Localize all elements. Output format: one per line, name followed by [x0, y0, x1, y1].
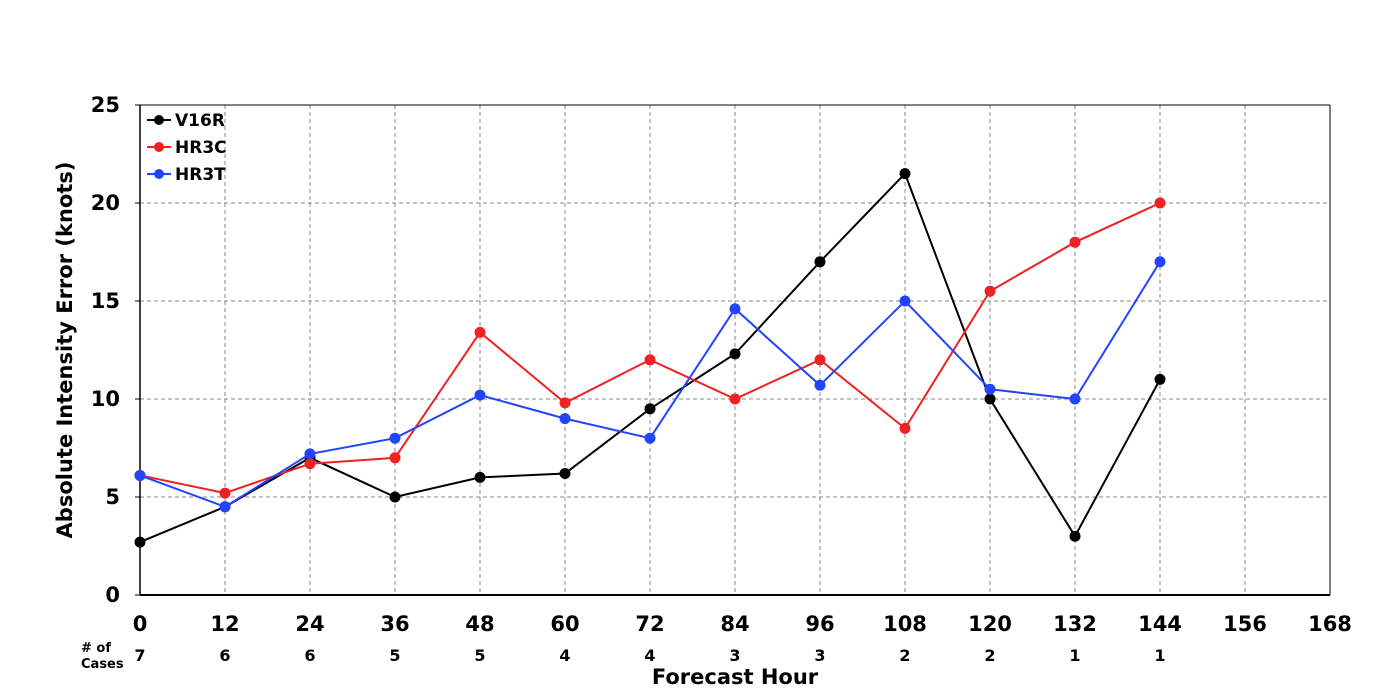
- case-count-label: 1: [1069, 646, 1080, 665]
- data-point: [474, 471, 486, 483]
- legend-marker: [154, 115, 164, 125]
- cases-title-line1: # of: [81, 641, 111, 656]
- x-tick-label: 156: [1223, 612, 1267, 636]
- y-tick-label: 15: [91, 289, 120, 313]
- case-count-label: 3: [729, 646, 740, 665]
- case-count-label: 5: [474, 646, 485, 665]
- legend: V16R HR3C HR3T: [147, 111, 227, 185]
- data-point: [984, 393, 996, 405]
- data-point: [304, 448, 316, 460]
- case-count-label: 6: [304, 646, 315, 665]
- data-point: [559, 397, 571, 409]
- x-tick-label: 96: [805, 612, 834, 636]
- data-point: [814, 256, 826, 268]
- data-point: [1069, 530, 1081, 542]
- series-hr3t: [134, 256, 1166, 513]
- y-tick-label: 20: [91, 191, 120, 215]
- legend-marker: [154, 142, 164, 152]
- data-point: [1154, 197, 1166, 209]
- legend-label: V16R: [175, 111, 225, 131]
- data-point: [984, 383, 996, 395]
- legend-marker: [154, 169, 164, 179]
- data-point: [1069, 236, 1081, 248]
- x-tick-label: 12: [210, 612, 239, 636]
- y-tick-label: 0: [105, 583, 120, 607]
- cases-title-line2: Cases: [81, 657, 124, 672]
- data-point: [814, 354, 826, 366]
- data-point: [219, 501, 231, 513]
- case-count-label: 3: [814, 646, 825, 665]
- data-point: [1154, 373, 1166, 385]
- y-tick-label: 25: [91, 93, 120, 117]
- case-count-label: 1: [1154, 646, 1165, 665]
- data-point: [1154, 256, 1166, 268]
- case-count-label: 2: [899, 646, 910, 665]
- grid: [140, 105, 1330, 595]
- y-tick-label: 5: [105, 485, 120, 509]
- data-point: [899, 168, 911, 180]
- x-tick-label: 144: [1138, 612, 1182, 636]
- case-count-label: 6: [219, 646, 230, 665]
- data-point: [219, 487, 231, 499]
- y-axis-title: Absolute Intensity Error (knots): [53, 162, 77, 539]
- data-point: [814, 379, 826, 391]
- x-tick-label: 168: [1308, 612, 1352, 636]
- data-point: [729, 393, 741, 405]
- data-point: [984, 285, 996, 297]
- x-tick-label: 108: [883, 612, 927, 636]
- case-count-label: 7: [134, 646, 145, 665]
- data-point: [389, 491, 401, 503]
- data-point: [389, 432, 401, 444]
- data-point: [644, 354, 656, 366]
- y-tick-label: 10: [91, 387, 120, 411]
- data-point: [729, 348, 741, 360]
- series: [134, 168, 1166, 548]
- data-point: [134, 469, 146, 481]
- case-count-label: 4: [644, 646, 655, 665]
- data-point: [134, 536, 146, 548]
- data-point: [389, 452, 401, 464]
- data-point: [644, 432, 656, 444]
- case-count-label: 4: [559, 646, 570, 665]
- data-point: [304, 458, 316, 470]
- x-tick-label: 48: [465, 612, 494, 636]
- x-tick-label: 72: [635, 612, 664, 636]
- axes: [135, 104, 1331, 596]
- data-point: [559, 413, 571, 425]
- data-point: [644, 403, 656, 415]
- legend-item-hr3t: HR3T: [147, 165, 226, 185]
- x-tick-label: 36: [380, 612, 409, 636]
- data-point: [559, 467, 571, 479]
- x-tick-label: 0: [133, 612, 148, 636]
- data-point: [474, 326, 486, 338]
- x-tick-label: 60: [550, 612, 579, 636]
- legend-label: HR3C: [175, 138, 227, 158]
- legend-item-v16r: V16R: [147, 111, 225, 131]
- case-count-label: 5: [389, 646, 400, 665]
- x-tick-label: 24: [295, 612, 324, 636]
- data-point: [899, 422, 911, 434]
- x-tick-label: 120: [968, 612, 1012, 636]
- data-point: [729, 303, 741, 315]
- legend-label: HR3T: [175, 165, 226, 185]
- data-point: [899, 295, 911, 307]
- x-tick-label: 132: [1053, 612, 1097, 636]
- series-hr3c: [134, 197, 1166, 499]
- case-count-label: 2: [984, 646, 995, 665]
- data-point: [1069, 393, 1081, 405]
- legend-item-hr3c: HR3C: [147, 138, 227, 158]
- data-point: [474, 389, 486, 401]
- x-tick-label: 84: [720, 612, 749, 636]
- x-axis-title: Forecast Hour: [652, 665, 819, 689]
